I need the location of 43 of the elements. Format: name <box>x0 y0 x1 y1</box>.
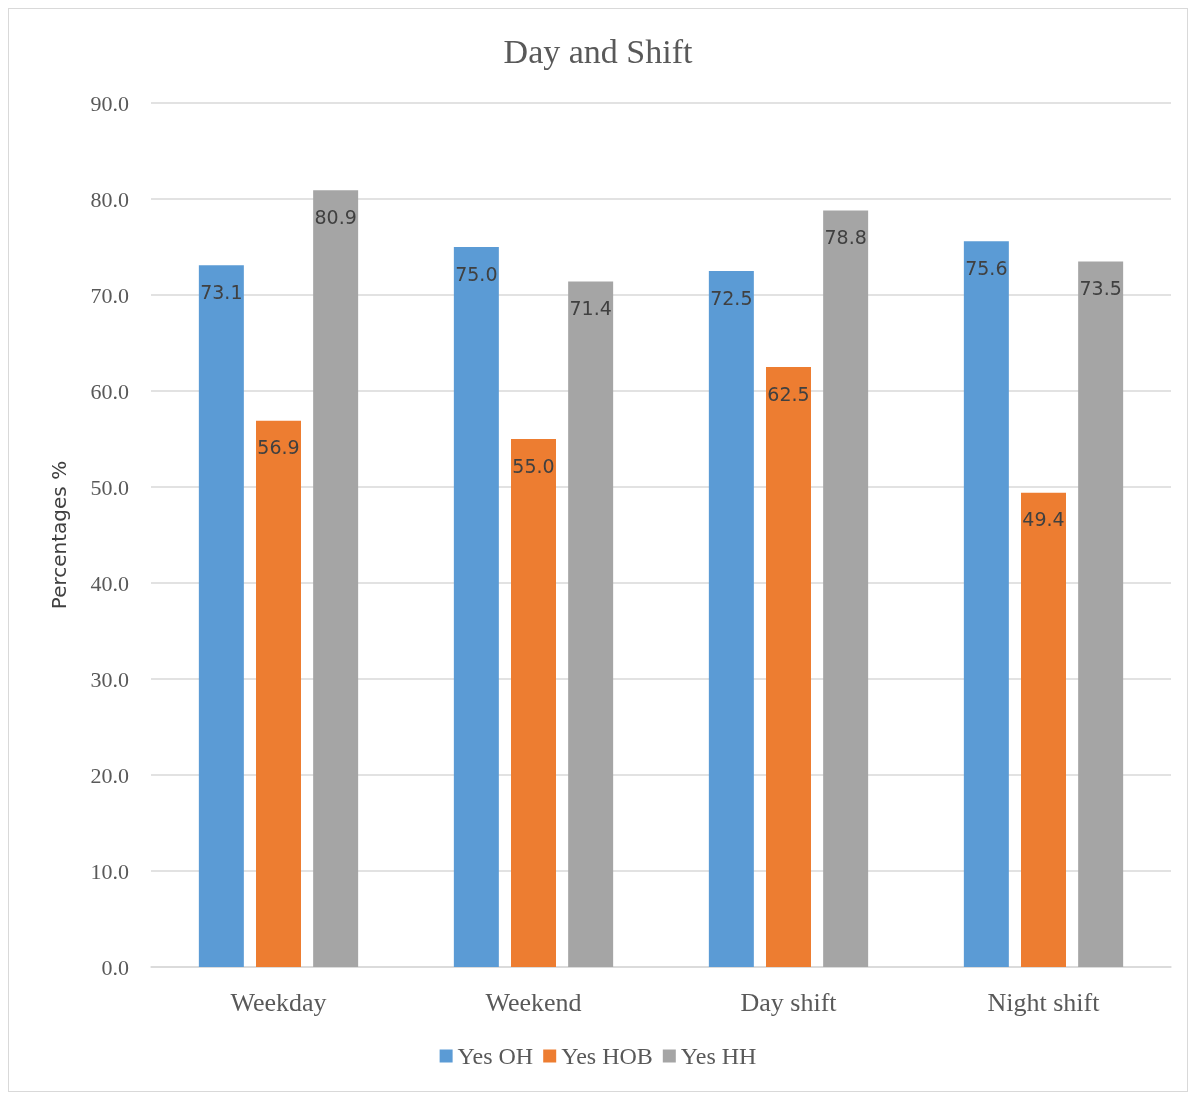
data-label: 73.1 <box>200 280 243 303</box>
data-label: 75.6 <box>965 256 1008 279</box>
y-tick-label: 0.0 <box>101 954 129 980</box>
legend-label: Yes HOB <box>561 1043 653 1069</box>
legend-label: Yes HH <box>680 1043 757 1069</box>
data-label: 55.0 <box>512 454 555 477</box>
bar <box>823 210 869 967</box>
y-tick-label: 90.0 <box>90 90 129 116</box>
data-label: 56.9 <box>257 436 300 459</box>
y-tick-label: 80.0 <box>90 186 129 212</box>
bar <box>256 420 301 967</box>
bar <box>453 247 499 967</box>
data-label: 72.5 <box>710 286 753 309</box>
x-tick-label: Weekend <box>485 987 582 1017</box>
data-label: 71.4 <box>569 297 612 320</box>
bar <box>963 241 1009 967</box>
bar <box>1021 492 1066 967</box>
x-tick-label: Weekday <box>230 987 327 1017</box>
bar <box>708 271 754 967</box>
x-tick-label: Night shift <box>987 987 1101 1017</box>
y-tick-label: 20.0 <box>90 762 129 788</box>
bar <box>568 281 614 967</box>
bar <box>198 265 244 967</box>
y-tick-label: 40.0 <box>90 570 129 596</box>
y-tick-label: 30.0 <box>90 666 129 692</box>
y-tick-label: 60.0 <box>90 378 129 404</box>
data-label: 73.5 <box>1079 276 1122 299</box>
y-axis-title: Percentages % <box>47 460 71 610</box>
data-label: 62.5 <box>767 382 810 405</box>
data-label: 49.4 <box>1022 508 1065 531</box>
data-label: 80.9 <box>314 205 357 228</box>
x-tick-label: Day shift <box>740 987 838 1017</box>
legend-label: Yes OH <box>457 1043 534 1069</box>
data-label: 78.8 <box>824 226 867 249</box>
y-tick-label: 70.0 <box>90 282 129 308</box>
chart-title: Day and Shift <box>503 32 693 70</box>
bar <box>1078 261 1124 967</box>
y-tick-label: 10.0 <box>90 858 129 884</box>
bar <box>313 190 359 967</box>
data-label: 75.0 <box>455 262 498 285</box>
bar <box>766 367 811 967</box>
bar <box>511 439 556 967</box>
y-tick-label: 50.0 <box>90 474 129 500</box>
